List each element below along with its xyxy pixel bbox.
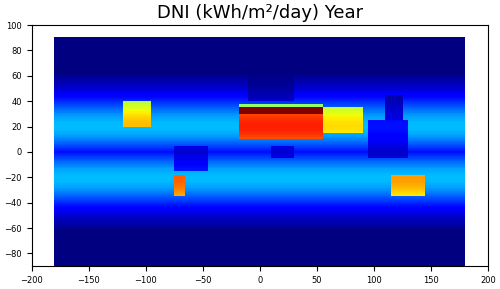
Title: DNI (kWh/m²/day) Year: DNI (kWh/m²/day) Year bbox=[156, 4, 363, 22]
